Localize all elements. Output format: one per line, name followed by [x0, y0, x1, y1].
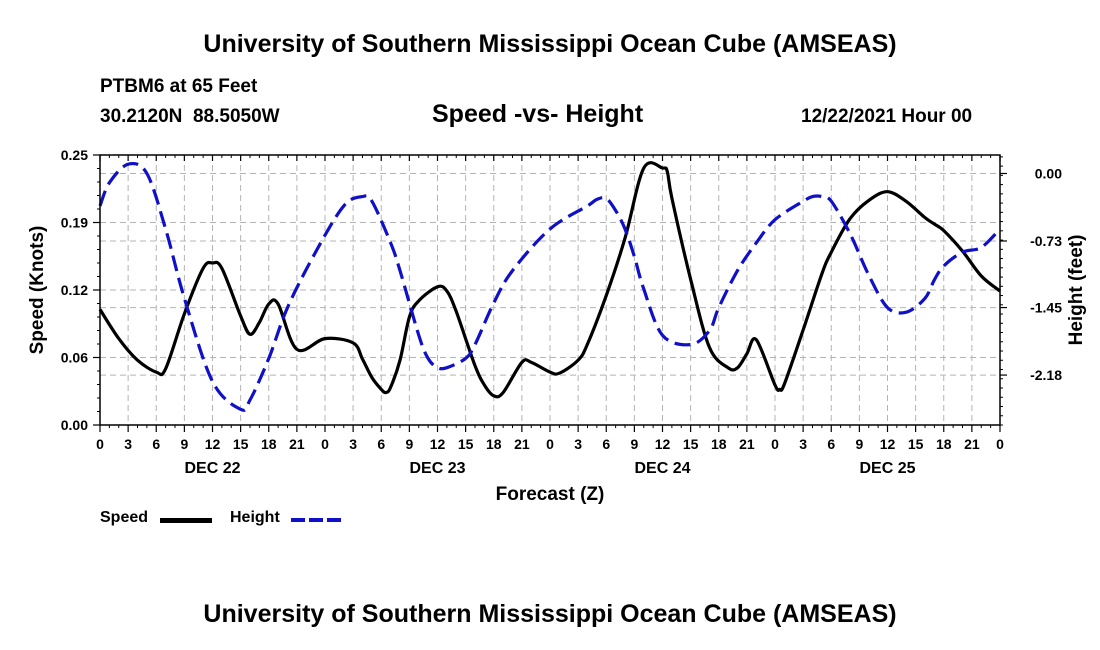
x-tick-label: 15	[233, 436, 249, 452]
x-day-label: DEC 24	[634, 460, 690, 477]
legend-speed-label: Speed	[100, 509, 149, 526]
x-tick-label: 18	[486, 436, 502, 452]
y-tick-label: 0.06	[61, 350, 88, 366]
speed-vs-height-chart: 0 3 6 9 12 15 18 21 0 3 6 9 12 15 18 21 0 3 6 9 12 15 18 21 0 3 6 9…	[27, 147, 1087, 505]
x-tick-label: 0	[996, 436, 1004, 452]
footer-title: University of Southern Mississippi Ocean…	[203, 600, 897, 628]
y-tick-label: 0.00	[61, 417, 88, 433]
x-axis-label: Forecast (Z)	[496, 484, 605, 505]
x-tick-label: 9	[180, 436, 188, 452]
x-tick-label: 12	[430, 436, 446, 452]
x-tick-label: 3	[349, 436, 357, 452]
height-series-line	[98, 161, 1002, 412]
axis-labels: 0 3 6 9 12 15 18 21 0 3 6 9 12 15 18 21 0 3 6 9 12 15 18 21 0 3 6 9…	[61, 147, 1062, 477]
y-tick-label: 0.12	[61, 282, 88, 298]
x-tick-label: 18	[936, 436, 952, 452]
x-tick-label: 9	[405, 436, 413, 452]
x-tick-label: 15	[683, 436, 699, 452]
x-tick-label: 15	[458, 436, 474, 452]
x-tick-label: 6	[602, 436, 610, 452]
x-tick-label: 9	[855, 436, 863, 452]
x-tick-label: 21	[514, 436, 530, 452]
x-day-label: DEC 22	[184, 460, 240, 477]
x-tick-label: 12	[880, 436, 896, 452]
x-day-label: DEC 23	[409, 460, 465, 477]
forecast-date-label: 12/22/2021 Hour 00	[801, 106, 973, 127]
x-tick-label: 0	[546, 436, 554, 452]
x-tick-label: 6	[152, 436, 160, 452]
x-tick-label: 6	[827, 436, 835, 452]
y2-tick-label: 0.00	[1035, 165, 1062, 181]
x-tick-label: 0	[96, 436, 104, 452]
x-tick-label: 3	[124, 436, 132, 452]
chart-title: Speed -vs- Height	[432, 100, 644, 128]
x-tick-label: 21	[964, 436, 980, 452]
speed-series-line	[98, 161, 1002, 399]
legend-height-swatch	[291, 518, 343, 522]
legend-height-label: Height	[230, 509, 280, 526]
axis-ticks	[93, 154, 1007, 432]
x-tick-label: 9	[630, 436, 638, 452]
legend: Speed Height	[100, 509, 360, 531]
x-tick-label: 18	[711, 436, 727, 452]
grid-lines	[100, 155, 1000, 425]
coordinates-label: 30.2120N 88.5050W	[100, 106, 280, 127]
station-label: PTBM6 at 65 Feet	[100, 76, 258, 97]
y2-tick-label: -2.18	[1030, 367, 1062, 383]
y2-tick-label: -1.45	[1030, 300, 1062, 316]
y-tick-label: 0.25	[61, 147, 88, 163]
x-tick-label: 0	[321, 436, 329, 452]
x-tick-label: 12	[205, 436, 221, 452]
x-tick-label: 3	[574, 436, 582, 452]
y-tick-label: 0.19	[61, 215, 88, 231]
x-tick-label: 6	[377, 436, 385, 452]
x-tick-label: 21	[289, 436, 305, 452]
y2-tick-label: -0.73	[1030, 233, 1062, 249]
series-layer	[98, 161, 1002, 412]
x-tick-label: 21	[739, 436, 755, 452]
x-tick-label: 0	[771, 436, 779, 452]
x-tick-label: 18	[261, 436, 277, 452]
y-axis-label: Speed (Knots)	[27, 226, 48, 355]
page-title: University of Southern Mississippi Ocean…	[203, 30, 897, 58]
x-tick-label: 12	[655, 436, 671, 452]
x-day-label: DEC 25	[859, 460, 915, 477]
x-tick-label: 3	[799, 436, 807, 452]
x-tick-label: 15	[908, 436, 924, 452]
legend-speed-swatch	[160, 518, 212, 523]
y2-axis-label: Height (feet)	[1066, 235, 1087, 346]
